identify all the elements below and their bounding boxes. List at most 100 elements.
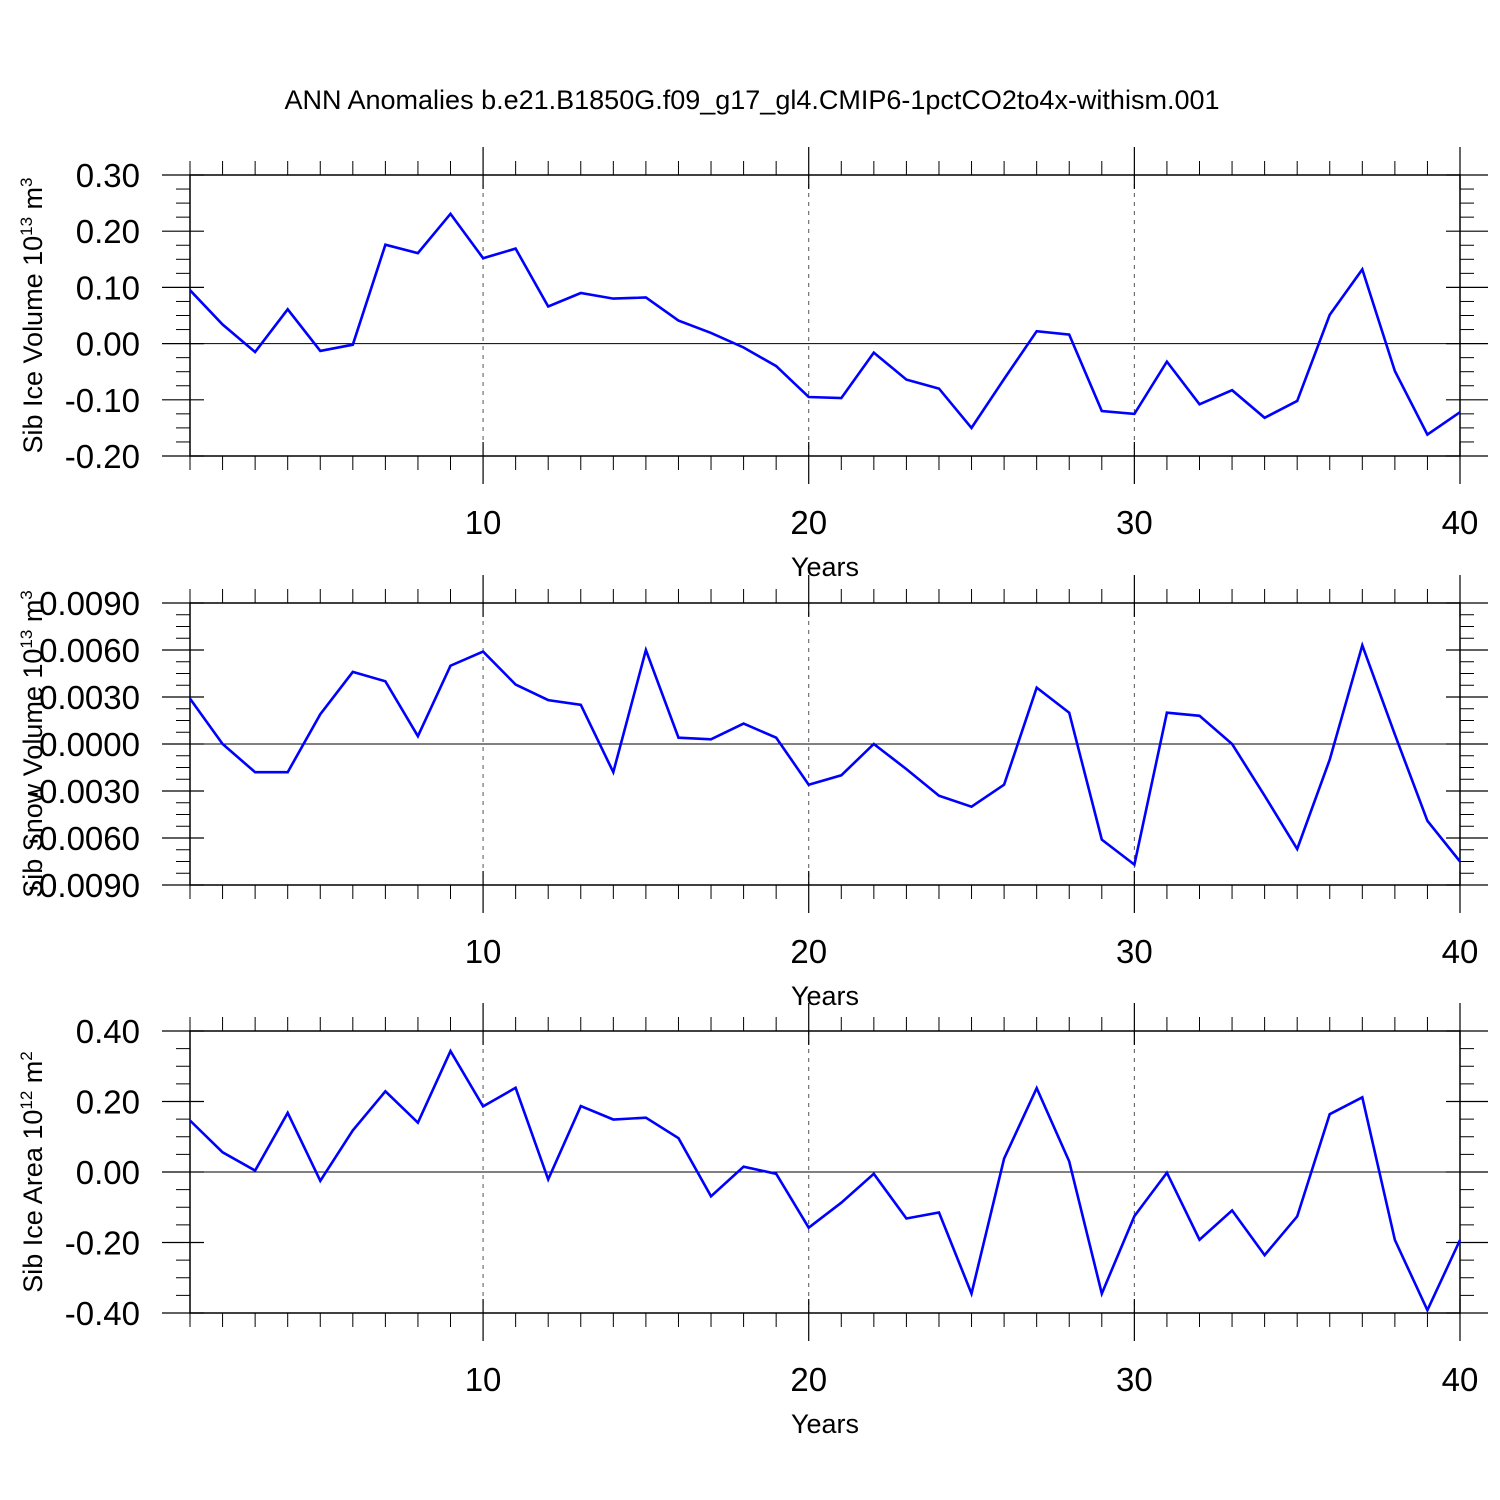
data-point (481, 650, 485, 654)
data-point (1393, 1238, 1397, 1242)
data-point (221, 322, 225, 326)
data-point (1458, 410, 1462, 414)
data-point (1295, 1214, 1299, 1218)
data-point (1295, 399, 1299, 403)
data-point (774, 736, 778, 740)
data-point (416, 1121, 420, 1125)
data-point (449, 1049, 453, 1053)
y-tick-label: -0.10 (65, 382, 140, 419)
data-point (1458, 860, 1462, 864)
y-tick-label: -0.20 (65, 438, 140, 475)
data-point (1197, 714, 1201, 718)
data-point (286, 1111, 290, 1115)
data-point (937, 387, 941, 391)
data-point (188, 288, 192, 292)
data-point (188, 1119, 192, 1123)
data-point (676, 736, 680, 740)
y-tick-label: 0.20 (76, 213, 140, 250)
data-point (904, 378, 908, 382)
data-point (1425, 819, 1429, 823)
data-point (1328, 1112, 1332, 1116)
data-point (742, 722, 746, 726)
data-point (546, 698, 550, 702)
panel-1: 10 20 30 40 Years 0.30 0.20 0.10 0.00 -0.10 -0.20 S… (17, 147, 1488, 582)
x-tick-label: 20 (790, 933, 827, 970)
data-point (1425, 433, 1429, 437)
x-tick-label: 40 (1442, 1361, 1479, 1398)
data-point (709, 331, 713, 335)
data-point (1165, 1171, 1169, 1175)
y-tick-label: 0.0030 (39, 679, 140, 716)
series-line (188, 641, 1462, 867)
y-tick-label: 0.40 (76, 1013, 140, 1050)
data-point (872, 742, 876, 746)
y-tick-label: -0.0060 (28, 820, 140, 857)
data-point (1263, 416, 1267, 420)
data-point (351, 343, 355, 347)
data-point (1035, 329, 1039, 333)
y-tick-label: 0.00 (76, 1154, 140, 1191)
x-tick-label: 40 (1442, 933, 1479, 970)
data-point (872, 1172, 876, 1176)
data-point (970, 1292, 974, 1296)
data-point (416, 734, 420, 738)
y-tick-label: 0.10 (76, 269, 140, 306)
data-point (1067, 711, 1071, 715)
data-point (872, 351, 876, 355)
data-point (253, 770, 257, 774)
y-axis-title: Sib Ice Area 1012 m2 (17, 1051, 48, 1293)
data-point (449, 664, 453, 668)
x-axis-title: Years (791, 981, 859, 1011)
data-point (188, 697, 192, 701)
y-tick-label: 0.0090 (39, 585, 140, 622)
data-point (1360, 643, 1364, 647)
data-point (318, 349, 322, 353)
data-point (1132, 412, 1136, 416)
x-tick-label: 30 (1116, 1361, 1153, 1398)
data-point (1067, 333, 1071, 337)
series-line (189, 1048, 1462, 1314)
y-tick-label: -0.20 (65, 1225, 140, 1262)
data-point (611, 297, 615, 301)
data-point (383, 1089, 387, 1093)
y-tick-label: 0.20 (76, 1084, 140, 1121)
data-point (221, 742, 225, 746)
data-point (839, 396, 843, 400)
data-point (937, 1211, 941, 1215)
y-tick-label: 0.0000 (39, 726, 140, 763)
data-point (904, 1217, 908, 1221)
x-tick-label: 20 (790, 1361, 827, 1398)
data-point (351, 670, 355, 674)
data-point (1263, 794, 1267, 798)
data-point (839, 1201, 843, 1205)
data-point (1328, 313, 1332, 317)
data-point (676, 1136, 680, 1140)
data-point (1002, 377, 1006, 381)
data-point (1067, 1159, 1071, 1163)
y-axis-title: Sib Ice Volume 1013 m3 (17, 177, 48, 453)
data-point (1360, 1095, 1364, 1099)
x-tick-label: 30 (1116, 933, 1153, 970)
data-point (416, 251, 420, 255)
data-point (253, 350, 257, 354)
data-point (1360, 267, 1364, 271)
data-point (449, 212, 453, 216)
data-point (318, 1179, 322, 1183)
y-tick-label: 0.30 (76, 157, 140, 194)
data-point (644, 296, 648, 300)
data-point (1100, 1292, 1104, 1296)
data-point (1425, 1308, 1429, 1312)
data-point (481, 256, 485, 260)
data-point (1230, 742, 1234, 746)
data-point (970, 426, 974, 430)
data-point (611, 770, 615, 774)
data-point (383, 679, 387, 683)
data-point (546, 305, 550, 309)
data-point (742, 346, 746, 350)
data-point (709, 1194, 713, 1198)
x-tick-label: 10 (465, 504, 502, 541)
data-point (1165, 711, 1169, 715)
data-point (1263, 1253, 1267, 1257)
data-point (1002, 1157, 1006, 1161)
